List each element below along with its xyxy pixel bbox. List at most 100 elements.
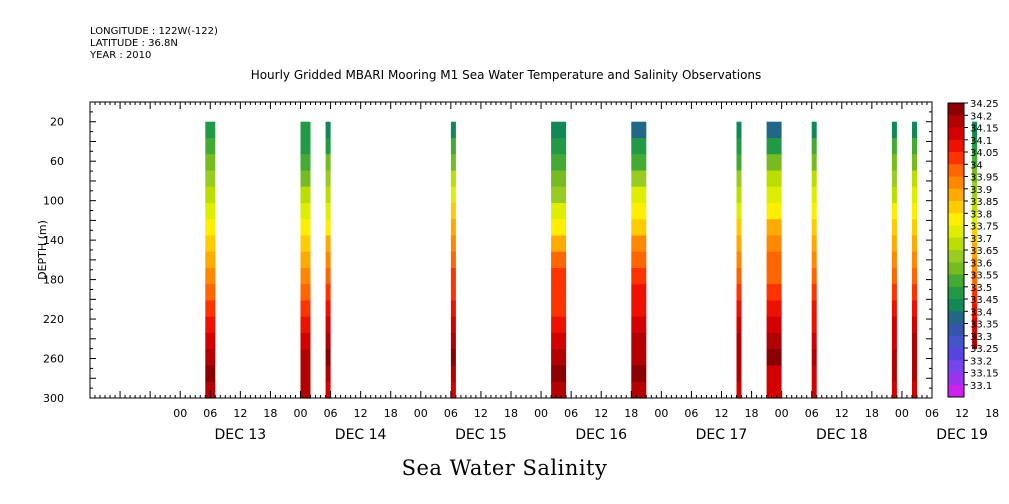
profile-cell <box>736 138 742 155</box>
profile-cell <box>972 136 978 153</box>
profile-cell <box>300 170 311 188</box>
profile-cell <box>811 268 817 285</box>
colorbar-label: 33.85 <box>970 197 999 208</box>
profile-cell <box>551 300 567 318</box>
x-tick-label: 00 <box>895 407 909 420</box>
colorbar-frame <box>947 102 965 398</box>
profile-cell <box>766 268 782 285</box>
profile-cell <box>205 170 216 188</box>
y-tick-label: 140 <box>43 234 64 247</box>
profile-cell <box>631 203 647 220</box>
profile-cell <box>631 154 647 172</box>
profile-cell <box>912 121 917 139</box>
profile-cell <box>891 154 897 172</box>
colorbar-label: 33.6 <box>970 258 992 269</box>
profile-cell <box>912 300 917 318</box>
colorbar-label: 34.05 <box>970 148 999 159</box>
x-tick-label: 18 <box>985 407 999 420</box>
profile-cell <box>766 154 782 172</box>
profile-cell <box>205 284 216 302</box>
profile-cell <box>450 333 456 350</box>
profile-cell <box>325 251 331 269</box>
profile-cell <box>766 170 782 188</box>
profile-cell <box>811 349 817 367</box>
profile-cell <box>891 333 897 350</box>
profile-cell <box>300 381 311 399</box>
profile-cell <box>325 381 331 399</box>
colorbar-swatch <box>948 115 964 128</box>
profile-cell <box>450 154 456 172</box>
profile-cell <box>972 333 978 350</box>
profile-cell <box>912 349 917 367</box>
profile-cell <box>736 284 742 302</box>
profile-3 <box>450 121 456 399</box>
x-tick-label: 12 <box>955 407 969 420</box>
day-label: DEC 14 <box>335 427 387 443</box>
profile-cell <box>891 300 897 318</box>
x-tick-label: 00 <box>414 407 428 420</box>
profile-cell <box>450 219 456 237</box>
colorbar-swatch <box>948 103 964 116</box>
profile-cell <box>450 381 456 399</box>
colorbar-swatch <box>948 323 964 337</box>
profile-cell <box>205 154 216 172</box>
colorbar-swatch <box>948 127 964 141</box>
profile-cell <box>450 300 456 318</box>
profile-cell <box>766 203 782 220</box>
profile-cell <box>736 186 742 204</box>
day-label: DEC 13 <box>215 427 267 443</box>
profile-cell <box>972 212 978 229</box>
profile-cell <box>450 251 456 269</box>
profile-cell <box>325 300 331 318</box>
profile-cell <box>631 186 647 204</box>
profile-cell <box>325 349 331 367</box>
x-tick-label: 18 <box>865 407 879 420</box>
profile-cell <box>736 316 742 334</box>
colorbar-label: 34.2 <box>970 111 992 122</box>
profile-cell <box>631 268 647 285</box>
colorbar-label: 33.95 <box>970 173 999 184</box>
profile-cell <box>972 288 978 304</box>
profile-cell <box>811 121 817 139</box>
colorbar-label: 33.75 <box>970 222 999 233</box>
profile-0 <box>205 121 216 399</box>
colorbar-swatch <box>948 311 964 324</box>
profile-11 <box>972 121 978 350</box>
day-label: DEC 15 <box>455 427 507 443</box>
x-tick-label: 18 <box>384 407 398 420</box>
profile-cell <box>736 381 742 399</box>
profile-cell <box>631 365 647 383</box>
profile-cell <box>325 268 331 285</box>
colorbar-swatch <box>948 262 964 275</box>
colorbar-swatch <box>948 360 964 373</box>
profile-cell <box>811 300 817 318</box>
profile-cell <box>766 219 782 237</box>
profile-cell <box>891 365 897 383</box>
plot-frame <box>89 101 933 399</box>
profile-cell <box>811 365 817 383</box>
x-tick-label: 00 <box>775 407 789 420</box>
x-tick-label: 18 <box>745 407 759 420</box>
profile-cell <box>551 284 567 302</box>
profile-cell <box>551 154 567 172</box>
profile-cell <box>631 316 647 334</box>
latitude-label: LATITUDE : 36.8N <box>90 38 178 49</box>
y-tick-label: 300 <box>43 392 64 405</box>
x-tick-label: 00 <box>173 407 187 420</box>
profile-cell <box>972 273 978 289</box>
profile-cell <box>205 219 216 237</box>
profile-cell <box>891 121 897 139</box>
profile-cell <box>551 203 567 220</box>
profile-cell <box>450 316 456 334</box>
profile-cell <box>736 365 742 383</box>
profile-cell <box>912 219 917 237</box>
profile-cell <box>912 203 917 220</box>
profile-cell <box>972 152 978 168</box>
profile-cell <box>811 284 817 302</box>
profile-cell <box>736 300 742 318</box>
profile-cell <box>551 268 567 285</box>
profile-cell <box>766 381 782 399</box>
profile-5 <box>631 121 647 399</box>
profile-cell <box>736 154 742 172</box>
chart-title: Hourly Gridded MBARI Mooring M1 Sea Wate… <box>250 68 762 82</box>
